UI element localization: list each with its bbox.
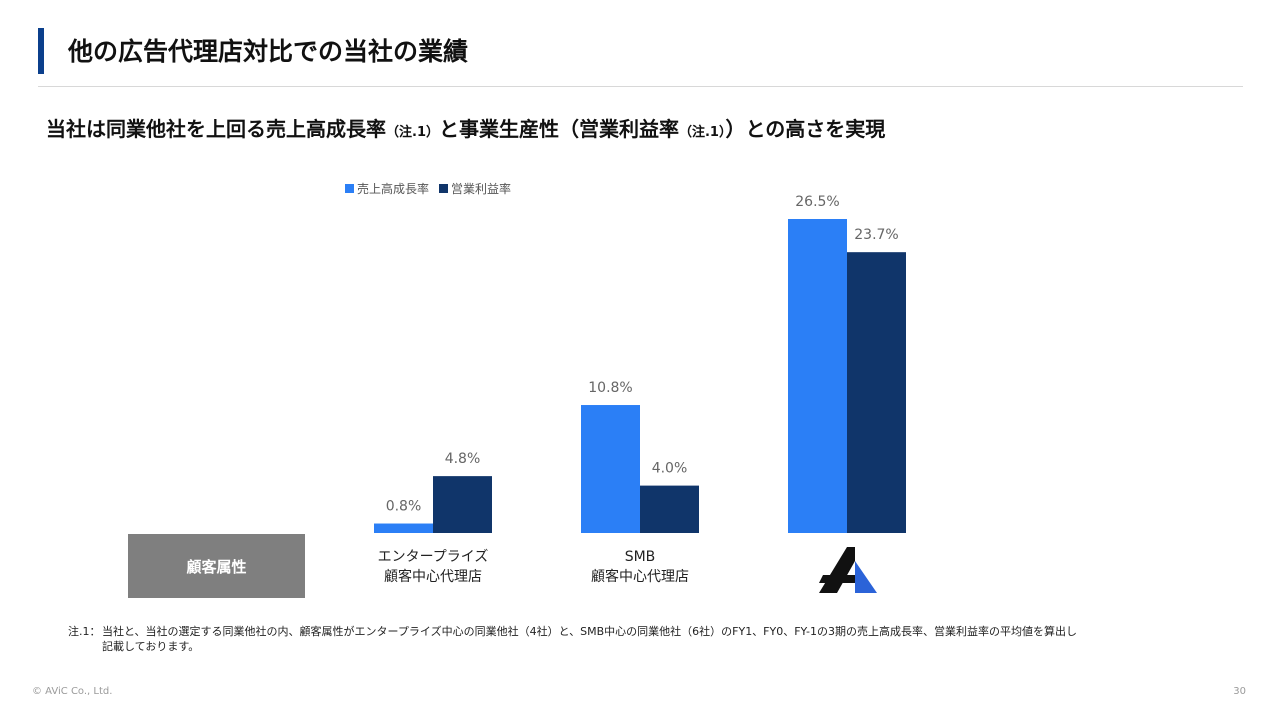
bar-revenue-growth-avic bbox=[788, 219, 847, 533]
data-label-revenue-growth-enterprise: 0.8% bbox=[386, 499, 422, 515]
page-number: 30 bbox=[1233, 686, 1246, 697]
bar-revenue-growth-smb bbox=[581, 405, 640, 533]
footnote: 注.1： 当社と、当社の選定する同業他社の内、顧客属性がエンタープライズ中心の同… bbox=[68, 624, 1188, 654]
footnote-mark: 注.1： bbox=[68, 625, 101, 638]
header-divider bbox=[38, 86, 1243, 87]
legend-swatch-revenue-growth bbox=[345, 183, 354, 193]
category-label-smb-line-1: SMB bbox=[624, 549, 656, 565]
bar-operating-margin-enterprise bbox=[433, 476, 492, 533]
data-label-revenue-growth-avic: 26.5% bbox=[795, 194, 839, 210]
avic-logo-icon bbox=[819, 547, 877, 593]
subtitle-part-1: 当社は同業他社を上回る売上高成長率 bbox=[46, 117, 386, 141]
subtitle-part-3: ）との高さを実現 bbox=[725, 117, 886, 141]
category-label-enterprise: エンタープライズ 顧客中心代理店 bbox=[343, 547, 523, 587]
category-badge: 顧客属性 bbox=[128, 534, 305, 598]
page-subtitle: 当社は同業他社を上回る売上高成長率（注.1）と事業生産性（営業利益率（注.1））… bbox=[46, 114, 885, 144]
subtitle-note-ref-2: （注.1） bbox=[678, 125, 726, 140]
data-label-revenue-growth-smb: 10.8% bbox=[588, 380, 632, 396]
title-accent-bar bbox=[38, 28, 44, 74]
bar-operating-margin-avic bbox=[847, 252, 906, 533]
category-label-smb-line-2: 顧客中心代理店 bbox=[591, 569, 689, 585]
legend-item-revenue-growth: 売上高成長率 bbox=[345, 180, 429, 197]
copyright: © AViC Co., Ltd. bbox=[32, 686, 113, 697]
chart-legend: 売上高成長率 営業利益率 bbox=[345, 180, 521, 196]
subtitle-note-ref-1: （注.1） bbox=[386, 125, 439, 140]
bar-operating-margin-smb bbox=[640, 485, 699, 533]
legend-label-revenue-growth: 売上高成長率 bbox=[357, 181, 430, 196]
footnote-line-1: 当社と、当社の選定する同業他社の内、顧客属性がエンタープライズ中心の同業他社（4… bbox=[102, 625, 1077, 638]
category-label-smb: SMB 顧客中心代理店 bbox=[550, 547, 730, 587]
legend-label-operating-margin: 営業利益率 bbox=[451, 181, 512, 196]
data-label-operating-margin-avic: 23.7% bbox=[854, 227, 898, 243]
legend-item-operating-margin: 営業利益率 bbox=[439, 180, 511, 197]
category-label-enterprise-line-2: 顧客中心代理店 bbox=[384, 569, 482, 585]
category-label-enterprise-line-1: エンタープライズ bbox=[377, 549, 489, 565]
subtitle-part-2: と事業生産性（営業利益率 bbox=[438, 117, 679, 141]
footnote-line-2: 記載しております。 bbox=[102, 640, 200, 653]
page-title: 他の広告代理店対比での当社の業績 bbox=[68, 37, 469, 66]
data-label-operating-margin-smb: 4.0% bbox=[652, 461, 688, 477]
data-label-operating-margin-enterprise: 4.8% bbox=[445, 451, 481, 467]
bar-revenue-growth-enterprise bbox=[374, 523, 433, 533]
legend-swatch-operating-margin bbox=[439, 183, 449, 193]
